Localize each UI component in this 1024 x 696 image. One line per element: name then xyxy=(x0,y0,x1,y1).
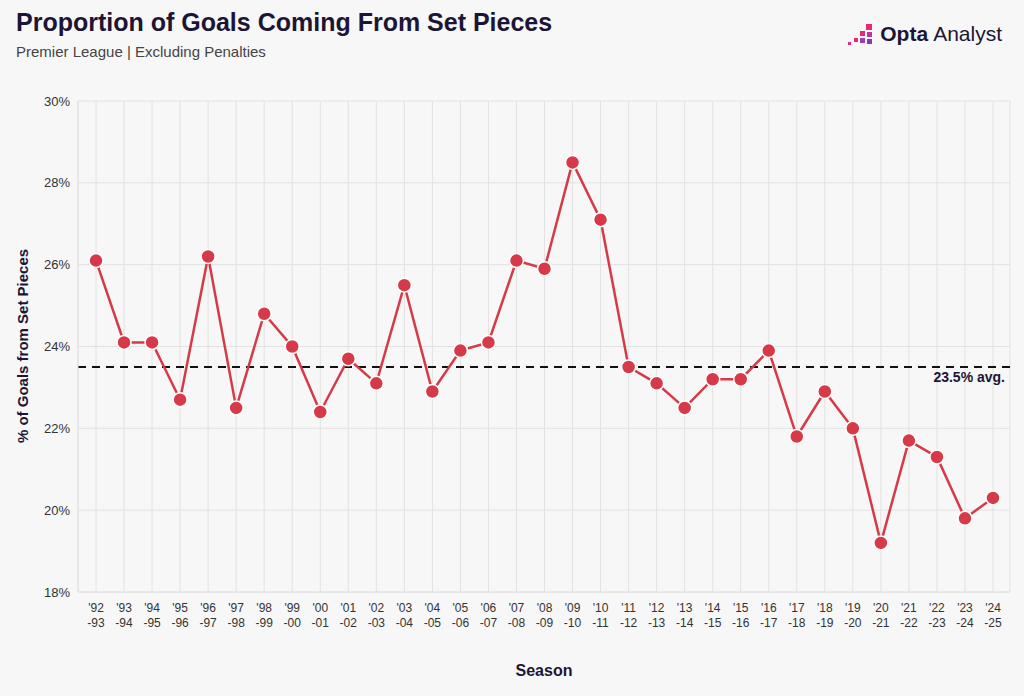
svg-text:'96-97: '96-97 xyxy=(199,601,217,630)
svg-text:'24-25: '24-25 xyxy=(984,601,1002,630)
svg-text:26%: 26% xyxy=(44,257,70,272)
svg-text:'06-07: '06-07 xyxy=(480,601,498,630)
svg-text:'04-05: '04-05 xyxy=(424,601,442,630)
svg-text:'93-94: '93-94 xyxy=(115,601,133,630)
svg-text:'02-03: '02-03 xyxy=(368,601,386,630)
svg-text:'16-17: '16-17 xyxy=(760,601,778,630)
svg-text:20%: 20% xyxy=(44,503,70,518)
svg-text:'18-19: '18-19 xyxy=(816,601,834,630)
html-text:Opta Analyst: Opta Analyst xyxy=(880,22,1002,45)
svg-text:'22-23: '22-23 xyxy=(928,601,946,630)
svg-text:'23-24: '23-24 xyxy=(956,601,974,630)
svg-text:18%: 18% xyxy=(44,585,70,600)
svg-text:'09-10: '09-10 xyxy=(564,601,582,630)
svg-text:'94-95: '94-95 xyxy=(143,601,161,630)
svg-text:'05-06: '05-06 xyxy=(452,601,470,630)
html-text:% of Goals from Set Pieces: % of Goals from Set Pieces xyxy=(13,248,31,444)
svg-text:'20-21: '20-21 xyxy=(872,601,890,630)
svg-text:23.5% avg.: 23.5% avg. xyxy=(933,369,1005,385)
svg-text:'12-13: '12-13 xyxy=(648,601,666,630)
svg-text:28%: 28% xyxy=(44,175,70,190)
html-text:Season: Season xyxy=(515,662,573,679)
svg-text:'01-02: '01-02 xyxy=(340,601,358,630)
svg-text:'17-18: '17-18 xyxy=(788,601,806,630)
svg-text:'98-99: '98-99 xyxy=(256,601,274,630)
html-text:Premier League | Excluding Pen: Premier League | Excluding Penalties xyxy=(16,43,266,60)
svg-text:'03-04: '03-04 xyxy=(396,601,414,630)
svg-text:22%: 22% xyxy=(44,421,70,436)
svg-text:'21-22: '21-22 xyxy=(900,601,918,630)
svg-text:'97-98: '97-98 xyxy=(227,601,245,630)
svg-text:'99-00: '99-00 xyxy=(284,601,302,630)
svg-text:'07-08: '07-08 xyxy=(508,601,526,630)
svg-text:24%: 24% xyxy=(44,339,70,354)
html-text:Proportion of Goals Coming Fro: Proportion of Goals Coming From Set Piec… xyxy=(16,8,553,36)
svg-text:'15-16: '15-16 xyxy=(732,601,750,630)
svg-text:'11-12: '11-12 xyxy=(620,601,638,630)
svg-text:'13-14: '13-14 xyxy=(676,601,694,630)
svg-text:30%: 30% xyxy=(44,94,70,109)
svg-text:'08-09: '08-09 xyxy=(536,601,554,630)
svg-text:'00-01: '00-01 xyxy=(312,601,330,630)
svg-text:'95-96: '95-96 xyxy=(171,601,189,630)
svg-text:'92-93: '92-93 xyxy=(87,601,105,630)
svg-text:'19-20: '19-20 xyxy=(844,601,862,630)
svg-text:'10-11: '10-11 xyxy=(592,601,609,630)
svg-text:'14-15: '14-15 xyxy=(704,601,722,630)
